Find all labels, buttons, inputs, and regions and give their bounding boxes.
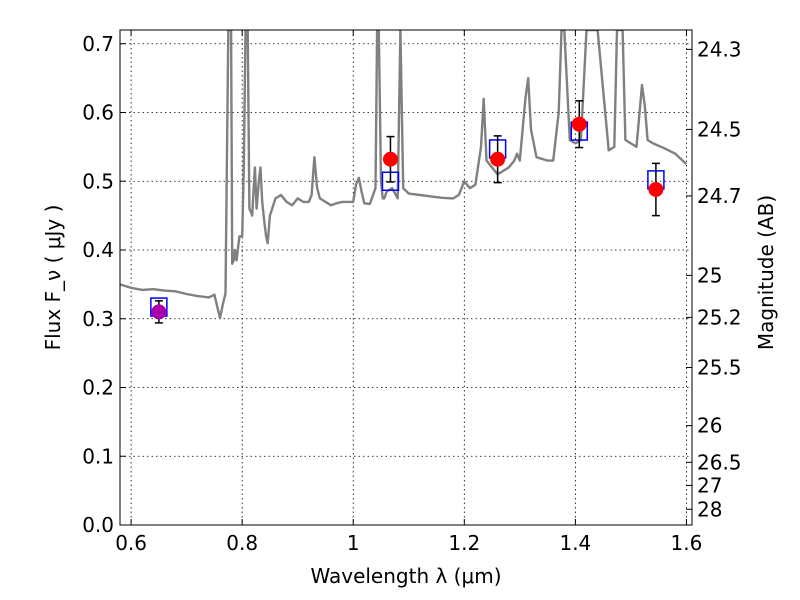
- x-tick-label: 1.6: [671, 531, 703, 555]
- y-tick-label: 0.7: [82, 32, 114, 56]
- x-tick-label: 0.8: [226, 531, 258, 555]
- y2-tick-label: 25.5: [697, 356, 742, 380]
- x-tick-label: 1.4: [559, 531, 591, 555]
- observed-flux-point: [571, 116, 587, 132]
- y2-tick-label: 28: [697, 497, 722, 521]
- template-spectrum-line: [120, 30, 688, 320]
- x-axis-label: Wavelength λ (μm): [310, 564, 501, 588]
- y-tick-label: 0.6: [82, 101, 114, 125]
- x-tick-label: 1: [347, 531, 360, 555]
- y2-tick-label: 25.2: [697, 305, 742, 329]
- y2-axis-label: Magnitude (AB): [754, 195, 778, 350]
- observed-flux-point: [151, 304, 167, 320]
- x-tick-label: 0.6: [115, 531, 147, 555]
- y2-tick-label: 26: [697, 414, 722, 438]
- y2-tick-label: 24.5: [697, 117, 742, 141]
- observed-flux-point: [648, 182, 664, 197]
- y-tick-label: 0.0: [82, 513, 114, 537]
- y-tick-label: 0.2: [82, 376, 114, 400]
- y-tick-label: 0.3: [82, 307, 114, 331]
- plot-area: [120, 30, 688, 324]
- y-tick-label: 0.4: [82, 238, 114, 262]
- y-tick-label: 0.5: [82, 169, 114, 193]
- y2-tick-label: 24.7: [697, 184, 742, 208]
- observed-flux-point: [382, 151, 398, 167]
- y2-tick-label: 25: [697, 263, 722, 287]
- y2-tick-label: 24.3: [697, 37, 742, 61]
- y2-tick-label: 27: [697, 473, 722, 497]
- y2-tick-label: 26.5: [697, 450, 742, 474]
- axes: 0.6 0.8 1 1.2 1.4 1.6 0.0 0.1 0.2 0.3 0.4 0.5 0.6 0.7…: [82, 30, 742, 555]
- y-tick-label: 0.1: [82, 444, 114, 468]
- observed-flux-point: [490, 151, 506, 167]
- grid: [120, 30, 692, 526]
- y-axis-label: Flux F_ν ( μJy ): [41, 205, 65, 351]
- plot-frame: [119, 29, 693, 526]
- x-tick-label: 1.2: [448, 531, 480, 555]
